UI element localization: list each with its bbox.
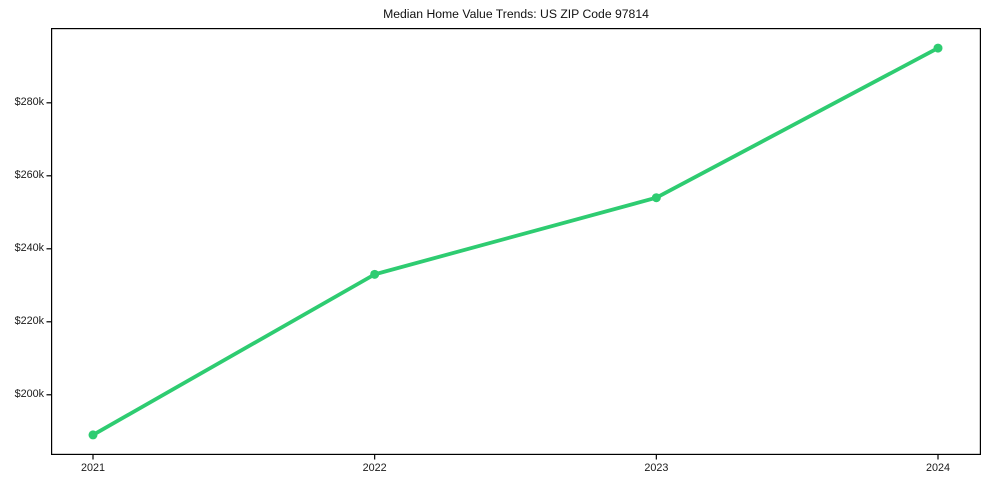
y-tick-label: $200k xyxy=(14,388,44,401)
x-tick-label: 2024 xyxy=(925,462,951,474)
plot-frame xyxy=(50,28,981,455)
chart-title: Median Home Value Trends: US ZIP Code 97… xyxy=(383,7,649,21)
y-tick-label: $280k xyxy=(14,96,44,109)
data-point-marker xyxy=(933,43,943,53)
y-tick-label: $220k xyxy=(14,315,44,328)
data-point-marker xyxy=(370,269,380,279)
x-tick-label: 2021 xyxy=(80,462,106,474)
trend-line xyxy=(91,46,940,437)
y-tick-label: $260k xyxy=(14,169,44,182)
data-point-marker xyxy=(651,193,661,203)
data-point-marker xyxy=(88,430,98,440)
y-tick-label: $240k xyxy=(14,242,44,255)
x-tick-label: 2022 xyxy=(362,462,387,474)
x-tick-label: 2023 xyxy=(644,462,669,474)
